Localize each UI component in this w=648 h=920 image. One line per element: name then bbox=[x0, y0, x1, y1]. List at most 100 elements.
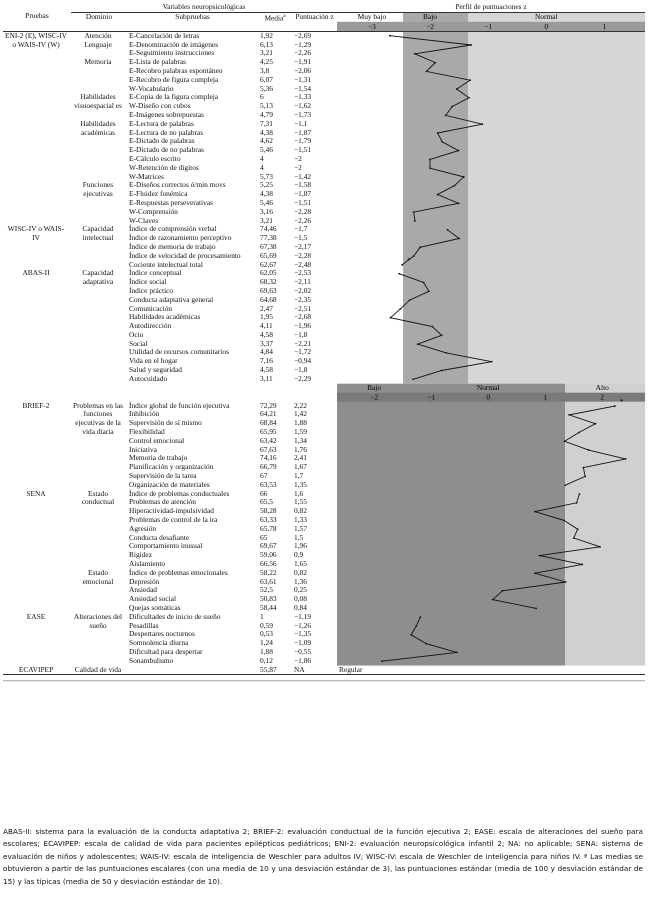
score-band bbox=[337, 383, 566, 666]
cell bbox=[3, 146, 71, 155]
subtest: E-Denominación de imágenes bbox=[127, 40, 258, 50]
subtest: E-Recobro de figura compleja bbox=[127, 75, 258, 85]
subtest-label: Índice de velocidad de procesamiento bbox=[129, 250, 241, 260]
subtest: Autocuidado bbox=[127, 373, 258, 384]
tick-label: −1 bbox=[427, 392, 435, 401]
table-row: Cociente intelectual total 62,67 −2,48 bbox=[3, 260, 645, 270]
cell bbox=[71, 437, 127, 446]
profile-cell bbox=[337, 639, 645, 648]
subtest-label: W-Matrices bbox=[129, 171, 164, 181]
mean-value: 64,21 bbox=[260, 409, 277, 419]
z-value: −1,26 bbox=[294, 620, 312, 630]
table-row: Depresión 63,61 1,36 bbox=[3, 577, 645, 587]
cell bbox=[3, 120, 71, 129]
profile-cell bbox=[337, 322, 645, 331]
subtest-label: W-Diseño con cubos bbox=[129, 101, 191, 111]
table-row: Social 3,37 −2,21 bbox=[3, 339, 645, 349]
cell bbox=[71, 322, 127, 331]
z-value: −2,69 bbox=[294, 30, 312, 40]
subtest-label: E-Cálculo escrito bbox=[129, 153, 181, 163]
mean-value: 69,67 bbox=[260, 541, 277, 551]
subtest: Comunicación bbox=[127, 304, 258, 314]
subtest-label: Índice global de función ejecutiva bbox=[129, 400, 230, 410]
subtest: Problemas de control de la ira bbox=[127, 515, 258, 525]
table-row: Quejas somáticas 58,44 0,84 bbox=[3, 603, 645, 613]
tick-label: 0 bbox=[544, 22, 548, 31]
profile-cell bbox=[337, 287, 645, 296]
z-value: 1,96 bbox=[294, 541, 307, 551]
subtest-label: Vida en el hogar bbox=[129, 356, 178, 366]
table-row: Problemas de atención 65,5 1,55 bbox=[3, 498, 645, 507]
score-band bbox=[337, 12, 404, 384]
cell: Capacidad adaptativa bbox=[71, 269, 127, 286]
table-row: Organización de materiales 63,53 1,35 bbox=[3, 480, 645, 490]
cell bbox=[3, 331, 71, 340]
subtest: W-Vocabulario bbox=[127, 84, 258, 94]
cell bbox=[3, 208, 71, 217]
subtest: Somnolencia diurna bbox=[127, 638, 258, 648]
cell bbox=[3, 58, 71, 67]
z-value: −0,55 bbox=[294, 646, 312, 656]
subtest: Índice de comprensión verbal bbox=[127, 224, 258, 234]
cell bbox=[3, 551, 71, 560]
cell bbox=[71, 208, 127, 217]
profile-cell bbox=[337, 463, 645, 472]
subtest-label: Ansiedad bbox=[129, 585, 157, 595]
z-value: −2,26 bbox=[294, 48, 312, 58]
profile-cell bbox=[337, 93, 645, 102]
subtest: Memoria de trabajo bbox=[127, 454, 258, 463]
cell bbox=[3, 375, 71, 384]
cell: ECAVIPEP bbox=[3, 665, 71, 675]
cell bbox=[127, 384, 258, 402]
cell bbox=[3, 181, 71, 190]
subtest: Índice de razonamiento perceptivo bbox=[127, 233, 258, 243]
test-label: WISC-IV o WAIS-IV bbox=[7, 224, 65, 243]
subtest-label: E-Cancelación de letras bbox=[129, 30, 200, 40]
z-value: −1,87 bbox=[294, 127, 312, 137]
subtest: Quejas somáticas bbox=[127, 603, 258, 613]
cell bbox=[71, 595, 127, 604]
cell bbox=[71, 199, 127, 208]
tick-label: −2 bbox=[426, 22, 434, 31]
z-value: −1,58 bbox=[294, 180, 312, 190]
table-row: E-Seguimiento instrucciones 3,21 −2,26 bbox=[3, 48, 645, 58]
mean-value: 67,38 bbox=[260, 241, 277, 251]
table-row: Pesadillas 0,59 −1,26 bbox=[3, 620, 645, 631]
z-value: −1,8 bbox=[294, 365, 308, 375]
subtest-label: Índice de razonamiento perceptivo bbox=[129, 233, 232, 243]
profile-cell bbox=[337, 490, 645, 499]
table-row: Índice de velocidad de procesamiento 65,6… bbox=[3, 250, 645, 261]
subtest-label: Habilidades académicas bbox=[129, 312, 201, 322]
subtest: Planificación y organización bbox=[127, 462, 258, 472]
subtest-label: Autocuidado bbox=[129, 373, 168, 383]
domain-label: Lenguaje bbox=[84, 39, 112, 49]
column-header: Pruebas bbox=[3, 11, 71, 31]
z-value: −2,02 bbox=[294, 285, 312, 295]
cell bbox=[3, 67, 71, 76]
subtest: Dificultades de inicio de sueño bbox=[127, 611, 258, 622]
cell: EASE bbox=[3, 612, 71, 622]
subtest-label: Memoria de trabajo bbox=[129, 453, 188, 463]
cell bbox=[3, 243, 71, 252]
cell bbox=[3, 322, 71, 331]
mean-value: 0,12 bbox=[260, 655, 273, 665]
cell: WISC-IV o WAIS-IV bbox=[3, 225, 71, 242]
mean-value: 1,88 bbox=[260, 646, 273, 656]
subtest-label: Dificultades de inicio de sueño bbox=[129, 611, 221, 621]
table-row: Supervisión de sí mismo 68,84 1,88 bbox=[3, 418, 645, 428]
subtest: Índice de velocidad de procesamiento bbox=[127, 250, 258, 261]
profile-cell bbox=[337, 498, 645, 507]
cell bbox=[3, 428, 71, 437]
cell bbox=[71, 67, 127, 76]
mean-value: 4,38 bbox=[260, 127, 273, 137]
subtest-label: Comportamiento inusual bbox=[129, 541, 203, 551]
subtest-label: Despertares nocturnos bbox=[129, 629, 195, 639]
cell bbox=[3, 49, 71, 58]
mean-value: 55,87 bbox=[260, 664, 277, 674]
cell bbox=[71, 129, 127, 138]
subtest: W-Comprensión bbox=[127, 207, 258, 217]
z-value: −1,91 bbox=[294, 57, 312, 67]
subtest: Índice de problemas conductuales bbox=[127, 489, 258, 499]
subtest: Depresión bbox=[127, 577, 258, 587]
cell bbox=[3, 129, 71, 138]
